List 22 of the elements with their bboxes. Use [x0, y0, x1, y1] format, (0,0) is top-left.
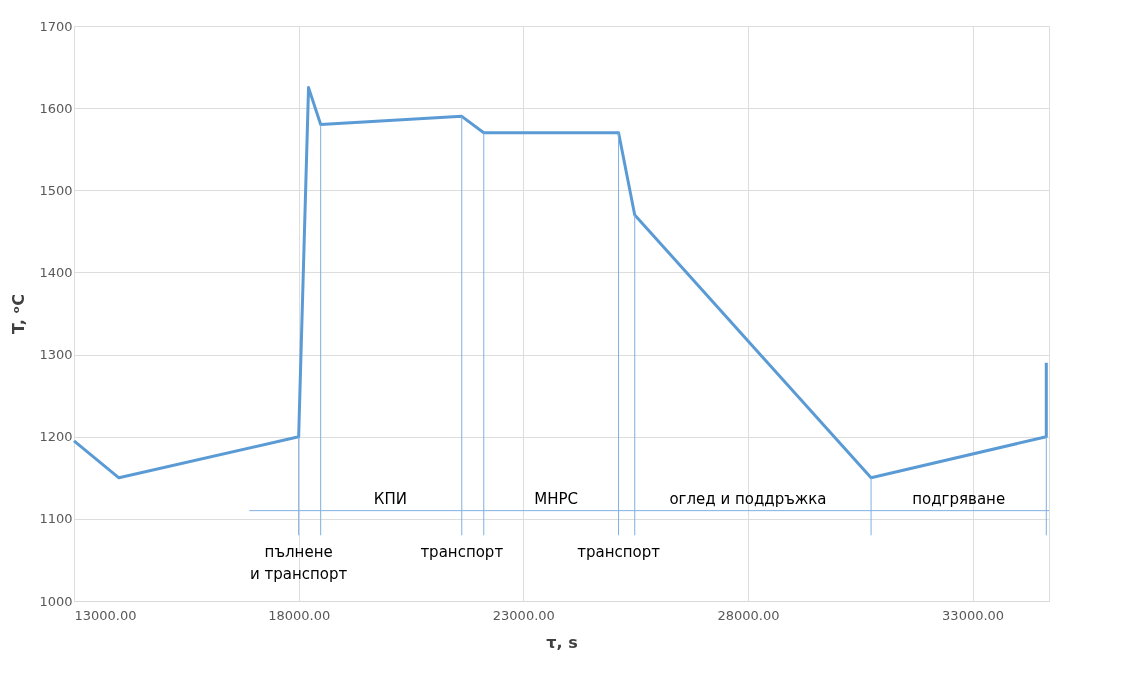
y-tick-label: 1700	[39, 18, 73, 34]
y-tick-label: 1600	[39, 100, 73, 116]
y-axis-title: T, ᵒC	[9, 294, 29, 334]
annotation: оглед и поддръжка	[669, 489, 827, 508]
annotation: транспорт	[420, 543, 504, 562]
y-tick-label: 1000	[39, 593, 73, 609]
x-tick-label: 23000.00	[492, 607, 555, 623]
x-tick-label: 33000.00	[942, 607, 1005, 623]
y-tick-label: 1200	[39, 429, 73, 445]
x-tick-label: 18000.00	[268, 607, 331, 623]
x-axis-title: τ, s	[546, 632, 578, 652]
y-tick-label: 1100	[39, 511, 73, 527]
annotation: пълнене и транспорт	[250, 543, 348, 584]
annotation: КПИ	[373, 489, 407, 508]
annotation: транспорт	[577, 543, 661, 562]
y-tick-label: 1500	[39, 182, 73, 198]
x-tick-label: 13000.00	[74, 607, 137, 623]
x-tick-label: 28000.00	[717, 607, 780, 623]
y-tick-label: 1300	[39, 347, 73, 363]
annotation: подгряване	[912, 489, 1006, 508]
y-tick-label: 1400	[39, 264, 73, 280]
annotation: МНРС	[534, 489, 578, 508]
